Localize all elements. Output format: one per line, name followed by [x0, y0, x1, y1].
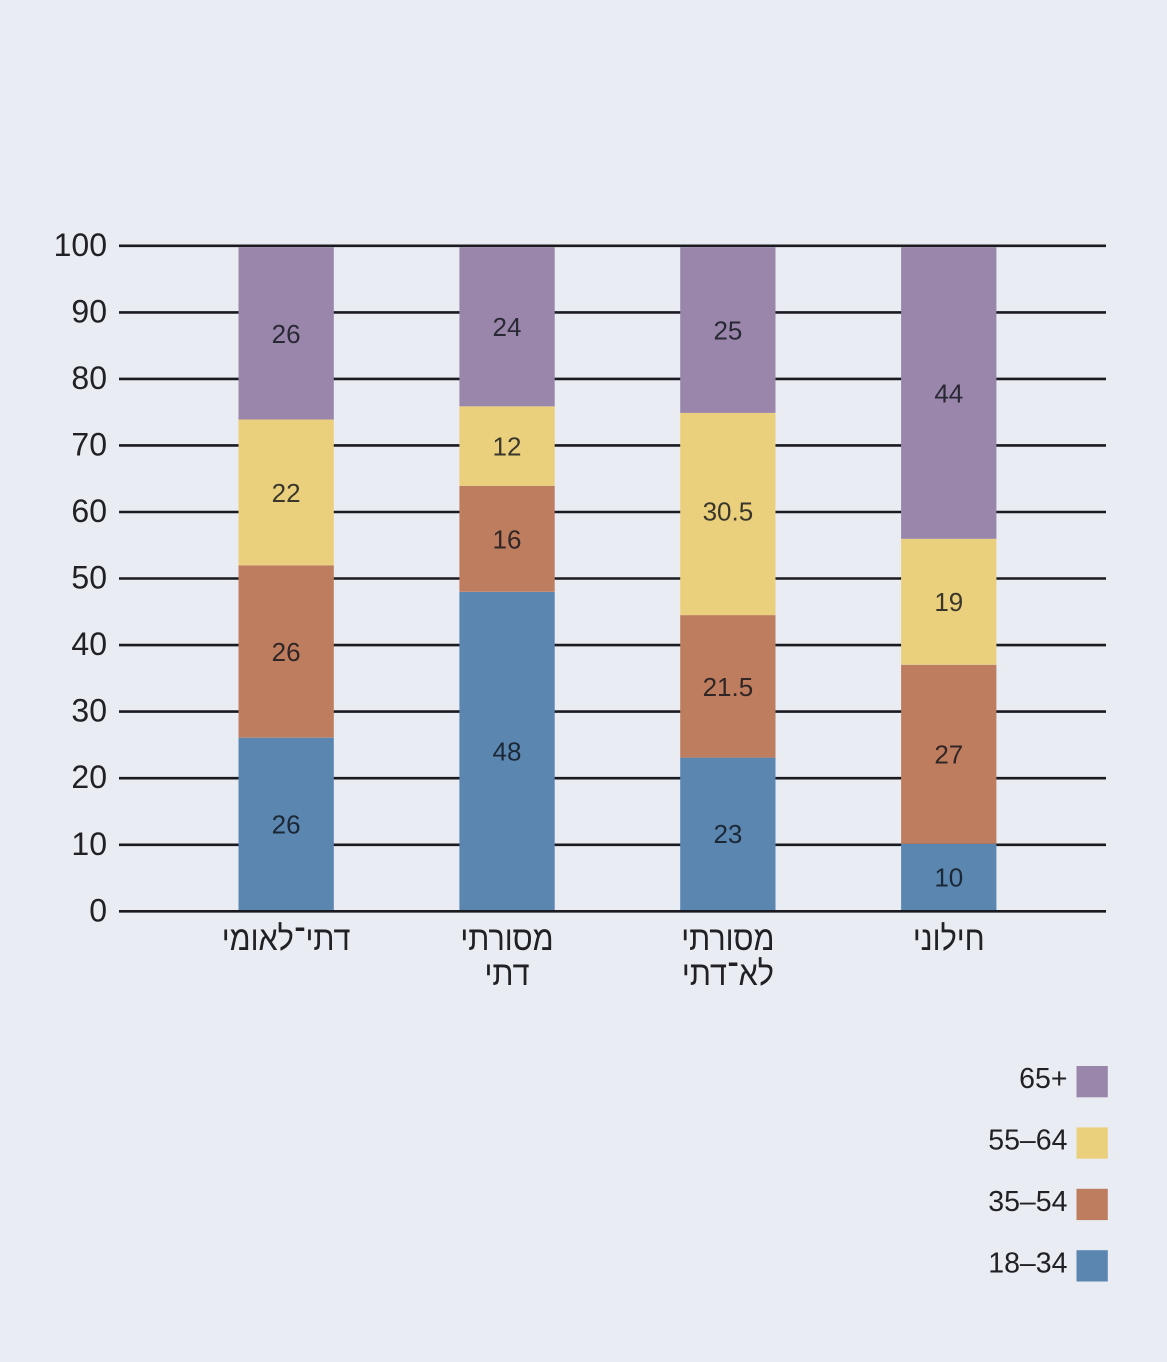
svg-text:10: 10: [934, 862, 963, 892]
svg-text:65+: 65+: [1019, 1063, 1067, 1095]
svg-text:16: 16: [493, 524, 522, 554]
svg-text:100: 100: [54, 227, 107, 263]
svg-text:26: 26: [272, 637, 301, 667]
svg-text:50: 50: [71, 560, 107, 596]
svg-text:26: 26: [272, 809, 301, 839]
svg-text:90: 90: [71, 293, 107, 329]
svg-text:23: 23: [713, 819, 742, 849]
svg-text:44: 44: [934, 379, 963, 409]
svg-text:22: 22: [272, 478, 301, 508]
svg-text:20: 20: [71, 759, 107, 795]
svg-text:48: 48: [493, 736, 522, 766]
svg-text:19: 19: [934, 587, 963, 617]
svg-text:40: 40: [71, 626, 107, 662]
svg-text:18–34: 18–34: [988, 1247, 1067, 1279]
svg-text:55–64: 55–64: [988, 1125, 1067, 1157]
svg-text:חילוני: חילוני: [913, 919, 985, 957]
svg-text:80: 80: [71, 360, 107, 396]
svg-text:60: 60: [71, 493, 107, 529]
svg-text:דתי: דתי: [485, 954, 530, 992]
svg-text:10: 10: [71, 826, 107, 862]
svg-text:26: 26: [272, 319, 301, 349]
svg-text:24: 24: [493, 312, 522, 342]
svg-text:30: 30: [71, 693, 107, 729]
svg-text:70: 70: [71, 426, 107, 462]
svg-text:25: 25: [713, 316, 742, 346]
svg-text:דתי־לאומי: דתי־לאומי: [222, 919, 351, 957]
svg-text:מסורתי: מסורתי: [460, 919, 553, 957]
svg-text:27: 27: [934, 740, 963, 770]
svg-text:12: 12: [493, 432, 522, 462]
svg-text:35–54: 35–54: [988, 1186, 1067, 1218]
svg-text:30.5: 30.5: [703, 496, 754, 526]
svg-text:מסורתי: מסורתי: [681, 919, 774, 957]
svg-text:21.5: 21.5: [703, 672, 754, 702]
svg-text:לא־דתי: לא־דתי: [682, 954, 774, 992]
svg-text:0: 0: [89, 892, 107, 928]
